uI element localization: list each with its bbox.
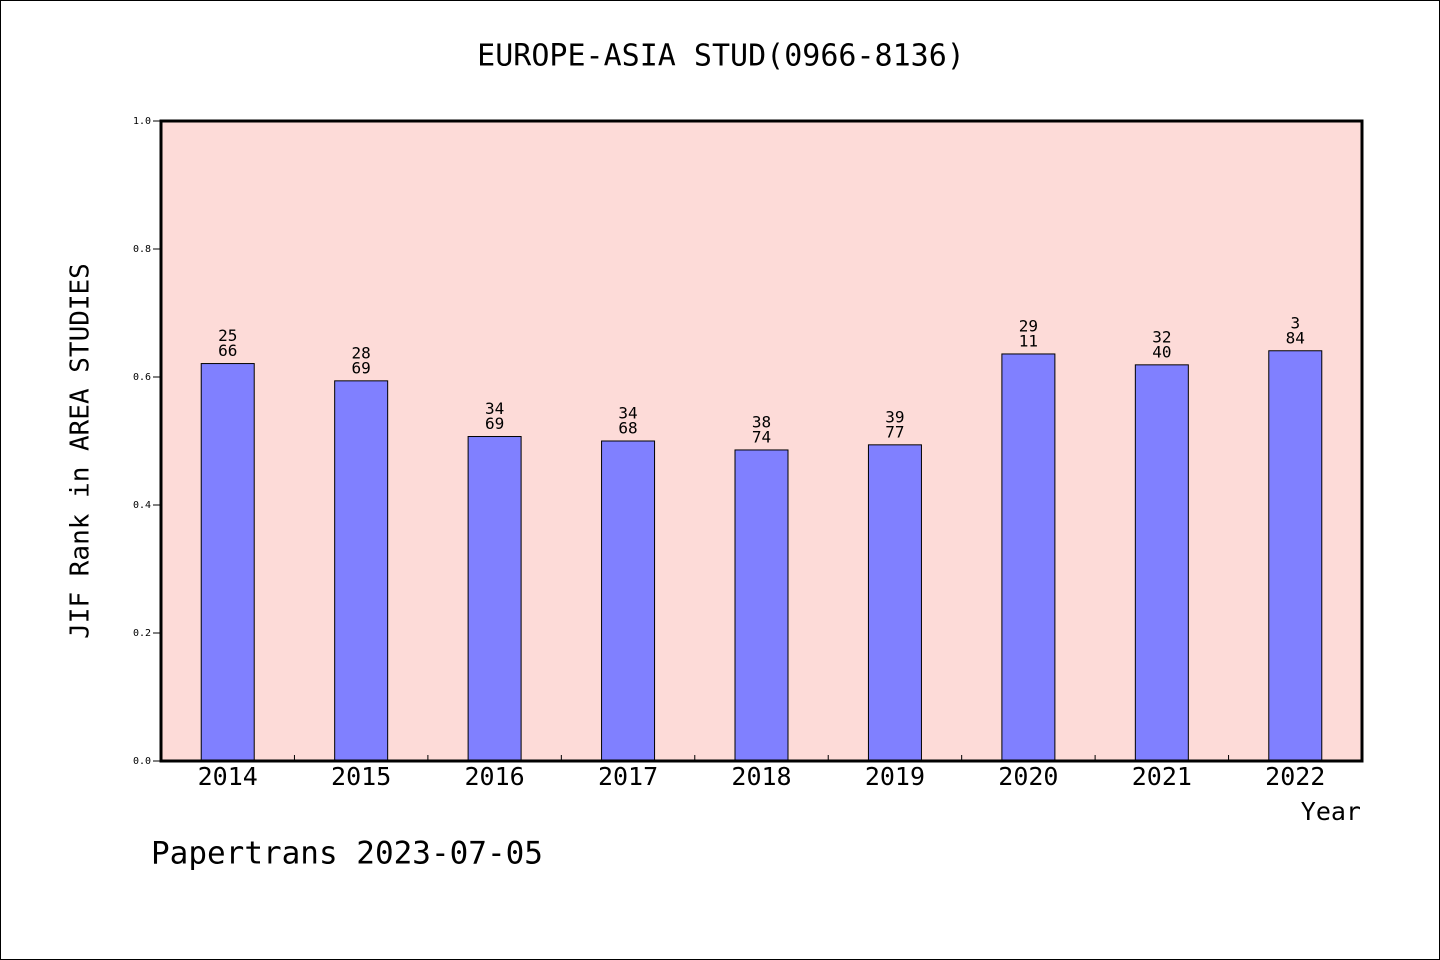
bar-label-top-2016: 34 [485,399,504,418]
bar-label-top-2021: 32 [1152,327,1171,346]
x-tick-label-2022: 2022 [1265,762,1325,791]
x-tick-label-2019: 2019 [865,762,925,791]
x-axis-title: Year [1301,797,1361,826]
bar-label-bottom-2016: 69 [485,414,504,433]
x-tick-label-2021: 2021 [1132,762,1192,791]
bar-2015 [334,380,389,762]
plot-border [159,119,1364,763]
bar-label-bottom-2021: 40 [1152,342,1171,361]
bar-label-top-2019: 39 [885,407,904,426]
bars-layer [200,350,1323,762]
bar-label-bottom-2020: 11 [1019,331,1038,350]
y-tick-label-0.0: 0.0 [133,756,151,767]
x-tick-label-2017: 2017 [598,762,658,791]
bar-label-bottom-2014: 66 [218,341,237,360]
y-tick-label-0.2: 0.2 [133,628,151,639]
bar-2019 [867,444,922,762]
bar-label-top-2022: 3 [1290,313,1300,332]
y-axis: 0.0 0.2 0.4 0.6 0.8 1.0 [133,116,161,767]
chart-title: EUROPE-ASIA STUD(0966-8136) [477,39,965,74]
bar-label-top-2017: 34 [618,404,637,423]
bar-label-top-2014: 25 [218,326,237,345]
footer-date-stamp: Papertrans 2023-07-05 [151,836,543,872]
bar-2022 [1268,350,1323,762]
bar-label-top-2020: 29 [1019,316,1038,335]
bar-2016 [467,436,522,762]
bar-label-bottom-2015: 69 [352,358,371,377]
x-tick-label-2014: 2014 [198,762,258,791]
bar-label-bottom-2018: 74 [752,427,771,446]
bar-2021 [1134,364,1189,762]
y-axis-title: JIF Rank in AREA STUDIES [66,263,96,639]
bar-2020 [1001,353,1056,762]
y-tick-label-1.0: 1.0 [133,116,151,127]
bar-label-bottom-2019: 77 [885,422,904,441]
bar-2014 [200,363,255,762]
x-tick-label-2015: 2015 [331,762,391,791]
bar-label-top-2015: 28 [352,343,371,362]
x-axis: 2014 2015 2016 2017 2018 2019 2020 2021 2022 [198,755,1325,791]
bar-label-top-2018: 38 [752,412,771,431]
x-tick-label-2016: 2016 [465,762,525,791]
y-tick-label-0.4: 0.4 [133,500,151,511]
x-tick-label-2018: 2018 [731,762,791,791]
bar-label-bottom-2022: 84 [1286,328,1305,347]
bar-2017 [601,440,656,762]
y-tick-label-0.6: 0.6 [133,372,151,383]
bar-label-bottom-2017: 68 [618,419,637,438]
x-tick-label-2020: 2020 [998,762,1058,791]
bar-2018 [734,449,789,762]
y-tick-label-0.8: 0.8 [133,244,151,255]
